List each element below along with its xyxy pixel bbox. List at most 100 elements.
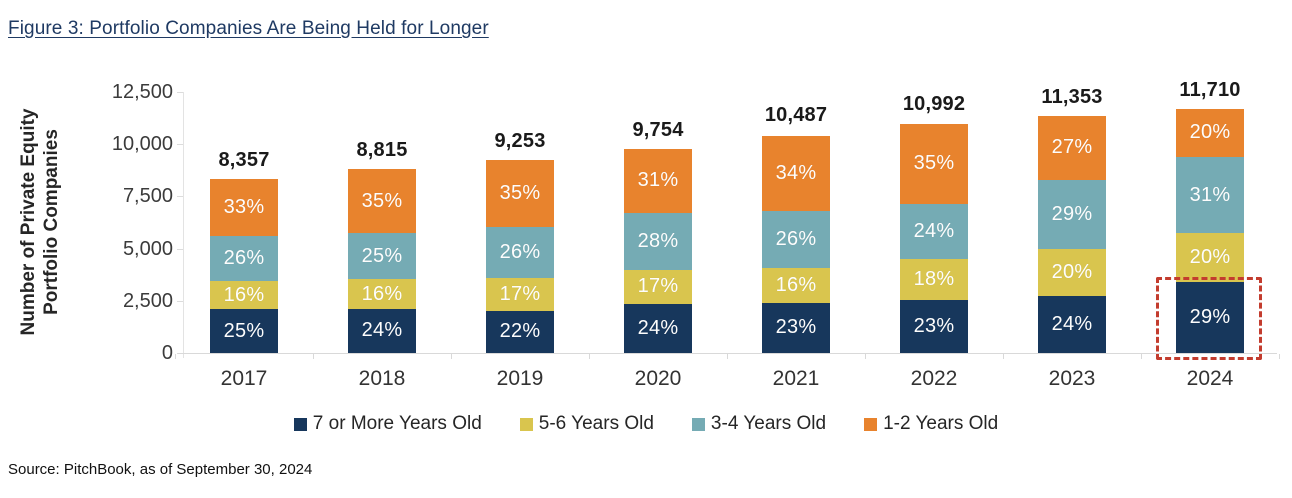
segment-percent-label: 26% [223,247,265,270]
x-tick-mark [1141,354,1142,359]
legend-item-7-or-more-years-old: 7 or More Years Old [293,413,482,435]
y-axis-line [183,92,184,358]
legend-swatch-icon [293,417,307,431]
segment-percent-label: 28% [637,229,679,252]
segment-percent-label: 25% [223,319,265,342]
bar-segment-2018-3-4-years-old: 25% [348,233,416,280]
x-axis-label-2023: 2023 [1048,367,1096,390]
source-note: Source: PitchBook, as of September 30, 2… [8,461,313,478]
legend-label: 3-4 Years Old [710,413,827,434]
segment-percent-label: 34% [775,161,817,184]
bar-segment-2017-7-or-more-years-old: 25% [210,309,278,353]
segment-percent-label: 16% [775,273,817,296]
segment-percent-label: 20% [1051,260,1093,283]
x-axis-label-2017: 2017 [220,367,268,390]
bar-segment-2024-7-or-more-years-old: 29% [1176,282,1244,353]
bar-segment-2019-5-6-years-old: 17% [486,277,554,311]
segment-percent-label: 35% [913,152,955,175]
bar-2018: 24% 16% 25% 35% [348,168,416,353]
highlight-dashed-box [1156,277,1262,360]
bar-segment-2018-1-2-years-old: 35% [348,168,416,234]
y-tick-mark [177,248,183,250]
bar-segment-2018-5-6-years-old: 16% [348,279,416,309]
x-axis-line [178,353,1277,354]
bar-segment-2021-1-2-years-old: 34% [762,136,830,211]
legend-label: 1-2 Years Old [883,413,999,434]
bar-segment-2022-5-6-years-old: 18% [900,258,968,301]
x-tick-mark [451,354,452,359]
segment-percent-label: 22% [499,320,541,343]
segment-percent-label: 18% [913,268,955,291]
segment-percent-label: 24% [1051,313,1093,336]
segment-percent-label: 29% [1189,306,1231,329]
segment-percent-label: 26% [499,241,541,264]
bar-segment-2019-1-2-years-old: 35% [486,159,554,228]
segment-percent-label: 20% [1189,246,1231,269]
bar-total-label: 9,253 [494,129,546,152]
x-tick-mark [865,354,866,359]
bar-segment-2019-3-4-years-old: 26% [486,227,554,278]
legend-item-1-2-years-old: 1-2 Years Old [864,413,998,435]
bar-total-label: 9,754 [632,119,684,142]
figure-title: Figure 3: Portfolio Companies Are Being … [8,18,489,39]
x-axis-label-2019: 2019 [496,367,544,390]
bar-total-label: 11,353 [1041,85,1103,108]
legend-swatch-icon [691,417,705,431]
segment-percent-label: 23% [775,316,817,339]
segment-percent-label: 16% [361,282,403,305]
legend-label: 7 or More Years Old [312,413,482,434]
bar-2023: 24% 20% 29% 27% [1038,115,1106,353]
y-tick-label: 10,000 [111,133,173,156]
x-tick-mark [727,354,728,359]
segment-percent-label: 17% [637,275,679,298]
chart-legend: 7 or More Years Old 5-6 Years Old 3-4 Year… [0,413,1292,435]
segment-percent-label: 16% [223,283,265,306]
bar-segment-2020-1-2-years-old: 31% [624,149,692,213]
legend-swatch-icon [864,417,878,431]
x-axis-label-2018: 2018 [358,367,406,390]
bar-segment-2023-1-2-years-old: 27% [1038,115,1106,180]
legend-label: 5-6 Years Old [538,413,654,434]
stacked-bar-chart: Number of Private Equity Portfolio Compa… [18,79,1280,390]
segment-percent-label: 24% [361,319,403,342]
plot-area: 25% 16% 26% 33% 8,357 2017 24% 16% 25% 35% 8,815 20… [175,79,1280,390]
segment-percent-label: 25% [361,244,403,267]
y-tick-mark [177,300,183,302]
bar-total-label: 8,357 [218,148,270,171]
legend-item-3-4-years-old: 3-4 Years Old [691,413,827,435]
bar-segment-2021-7-or-more-years-old: 23% [762,302,830,353]
bar-segment-2023-7-or-more-years-old: 24% [1038,296,1106,353]
segment-percent-label: 20% [1189,121,1231,144]
segment-percent-label: 17% [499,282,541,305]
legend-swatch-icon [519,417,533,431]
y-tick-label: 12,500 [111,81,173,103]
x-axis-label-2022: 2022 [910,367,958,390]
segment-percent-label: 33% [223,195,265,218]
bar-segment-2021-5-6-years-old: 16% [762,267,830,303]
x-axis-label-2021: 2021 [772,367,820,390]
segment-percent-label: 24% [637,317,679,340]
segment-percent-label: 27% [1051,136,1093,159]
bar-segment-2024-5-6-years-old: 20% [1176,233,1244,283]
segment-percent-label: 35% [361,189,403,212]
bar-segment-2024-3-4-years-old: 31% [1176,157,1244,234]
bar-2019: 22% 17% 26% 35% [486,159,554,353]
bar-2020: 24% 17% 28% 31% [624,149,692,353]
segment-percent-label: 31% [1189,183,1231,206]
bar-segment-2020-7-or-more-years-old: 24% [624,304,692,353]
bar-2022: 23% 18% 24% 35% [900,123,968,353]
bar-segment-2020-5-6-years-old: 17% [624,269,692,305]
bar-2021: 23% 16% 26% 34% [762,134,830,353]
y-tick-label: 2,500 [122,289,173,312]
y-tick-mark [177,92,183,93]
bar-2017: 25% 16% 26% 33% [210,178,278,353]
x-tick-mark [313,354,314,359]
bar-segment-2017-1-2-years-old: 33% [210,178,278,237]
x-tick-mark [1003,354,1004,359]
bar-segment-2022-1-2-years-old: 35% [900,123,968,204]
bar-2024: 29% 20% 31% 20% [1176,108,1244,353]
bar-segment-2017-3-4-years-old: 26% [210,236,278,282]
x-axis-label-2024: 2024 [1186,367,1234,390]
segment-percent-label: 29% [1051,202,1093,225]
